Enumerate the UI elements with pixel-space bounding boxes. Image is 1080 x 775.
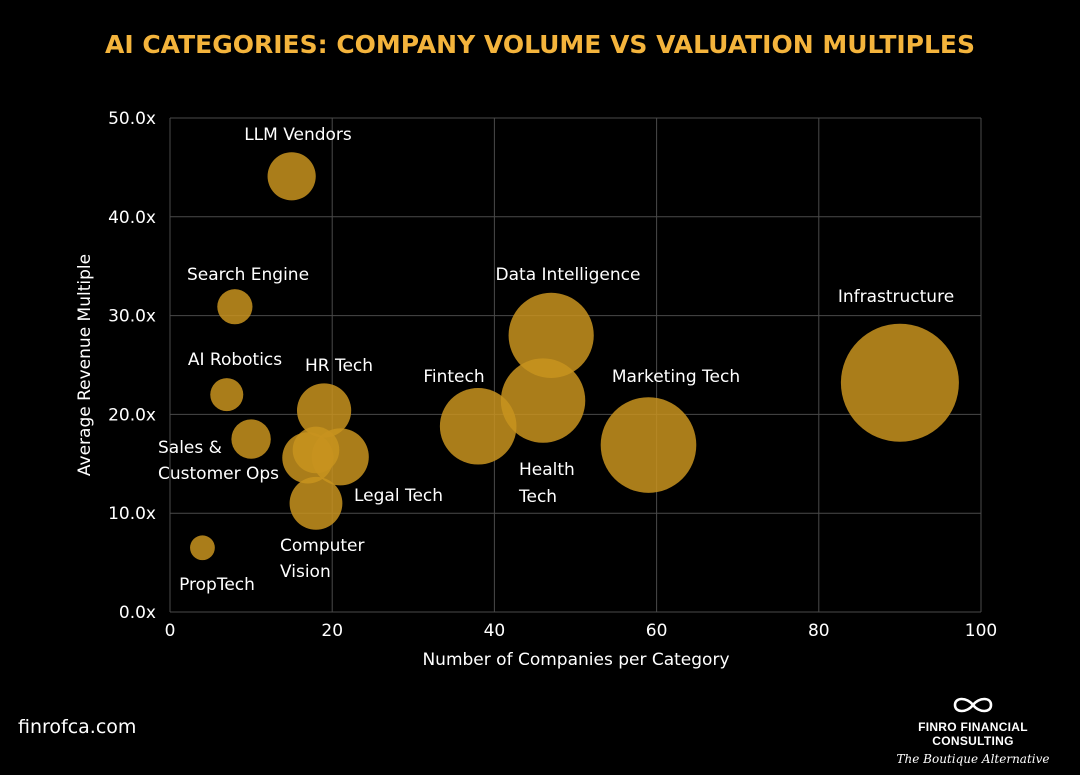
bubble-point — [500, 358, 586, 443]
x-tick-label: 60 — [646, 621, 668, 641]
label-legal-tech: Legal Tech — [354, 486, 443, 506]
label-health-line1: Health — [519, 460, 575, 480]
brand-tagline: The Boutique Alternative — [896, 752, 1050, 766]
label-health-line2: Tech — [518, 487, 557, 507]
label-cv-line1: Computer — [280, 536, 365, 556]
brand-name: FINRO FINANCIAL CONSULTING — [918, 720, 1028, 748]
bubble-point — [267, 152, 316, 201]
label-fintech: Fintech — [423, 367, 484, 387]
bubble-point — [289, 476, 343, 530]
label-marketing-tech: Marketing Tech — [612, 367, 740, 387]
bubble-point — [439, 387, 517, 465]
x-tick-label: 40 — [484, 621, 506, 641]
label-data-intelligence: Data Intelligence — [496, 265, 641, 285]
x-tick-label: 80 — [808, 621, 830, 641]
bubble-point — [231, 419, 271, 459]
x-tick-label: 100 — [965, 621, 997, 641]
bubble-point — [217, 289, 253, 325]
x-tick-label: 0 — [165, 621, 176, 641]
bubble-point — [190, 535, 215, 561]
x-tick-label: 20 — [321, 621, 343, 641]
bubble-labels: LLM Vendors Search Engine AI Robotics Sa… — [158, 125, 954, 595]
label-hr-tech: HR Tech — [305, 356, 373, 376]
chart-title: AI CATEGORIES: COMPANY VOLUME VS VALUATI… — [105, 30, 975, 59]
y-tick-label: 20.0x — [108, 405, 156, 425]
y-tick-label: 10.0x — [108, 504, 156, 524]
bubble-point — [296, 383, 352, 438]
y-axis-label: Average Revenue Multiple — [75, 254, 95, 476]
y-tick-label: 0.0x — [119, 603, 156, 623]
label-llm-vendors: LLM Vendors — [244, 125, 352, 145]
website-url: finrofca.com — [18, 716, 137, 738]
label-sales-line2: Customer Ops — [158, 464, 279, 484]
bubble-point — [600, 397, 697, 493]
bubbles — [190, 152, 959, 561]
y-tick-label: 50.0x — [108, 109, 156, 129]
bubble-point — [508, 292, 594, 378]
label-proptech: PropTech — [179, 575, 255, 595]
bubble-point — [840, 323, 959, 442]
label-infrastructure: Infrastructure — [838, 287, 954, 307]
label-sales-line1: Sales & — [158, 438, 222, 458]
bubble-point — [210, 378, 244, 412]
label-search-engine: Search Engine — [187, 265, 309, 285]
y-tick-label: 40.0x — [108, 208, 156, 228]
infinity-icon — [953, 697, 993, 713]
brand-block: FINRO FINANCIAL CONSULTING The Boutique … — [888, 694, 1058, 766]
y-tick-label: 30.0x — [108, 307, 156, 327]
ticks: 0 20 40 60 80 100 0.0x 10.0x 20.0x 30.0x 40.0x 50.0… — [108, 109, 997, 641]
label-cv-line2: Vision — [280, 562, 331, 582]
bubble-point — [292, 426, 340, 474]
x-axis-label: Number of Companies per Category — [422, 650, 729, 670]
label-ai-robotics: AI Robotics — [188, 350, 282, 370]
